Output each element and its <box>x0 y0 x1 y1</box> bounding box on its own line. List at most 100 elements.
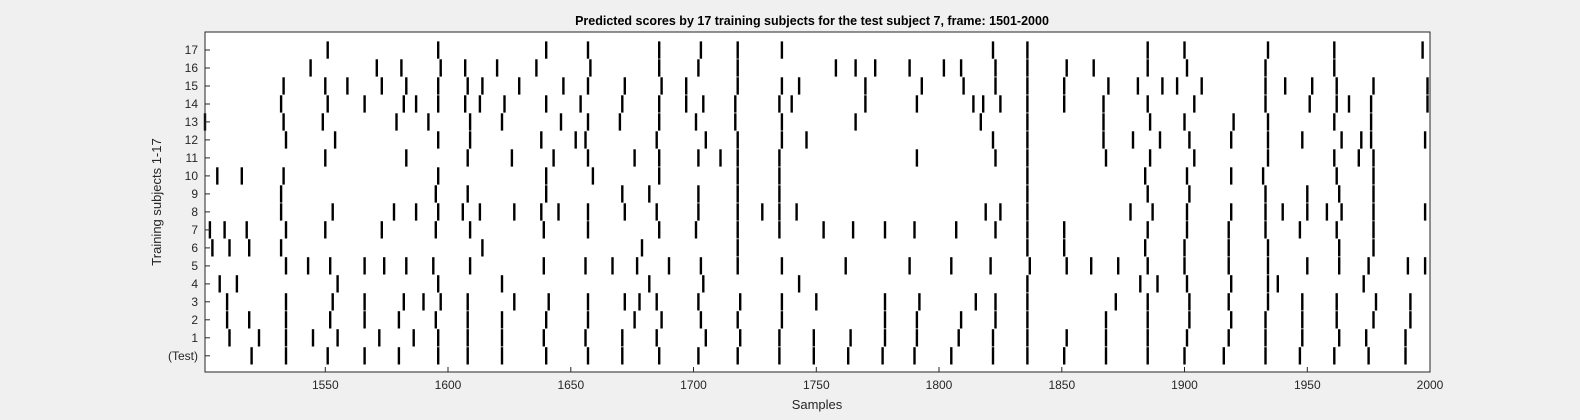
raster-mark-row9-1 <box>434 185 437 203</box>
raster-mark-row2-21 <box>1104 311 1108 329</box>
raster-mark-row3-24 <box>1146 293 1149 311</box>
raster-mark-row16-14 <box>908 59 911 77</box>
raster-mark-row5-4 <box>383 257 386 275</box>
raster-mark-row15-5 <box>437 77 440 95</box>
raster-mark-row5-10 <box>611 257 614 275</box>
raster-mark-row5-31 <box>1406 257 1410 275</box>
raster-mark-row13-19 <box>1183 113 1186 131</box>
raster-mark-row9-0 <box>279 185 283 203</box>
x-tick-label-2: 1650 <box>557 378 584 392</box>
raster-mark-row7-1 <box>223 221 226 239</box>
raster-mark-row16-5 <box>495 59 499 77</box>
raster-mark-row0-2 <box>326 347 329 365</box>
raster-mark-row3-28 <box>1301 293 1304 311</box>
y-axis-label: Training subjects 1-17 <box>149 138 164 265</box>
raster-mark-row14-23 <box>1026 95 1029 113</box>
raster-mark-row5-0 <box>284 257 288 275</box>
raster-mark-row15-17 <box>864 77 867 95</box>
raster-mark-row17-11 <box>1183 41 1186 59</box>
raster-mark-row5-9 <box>584 257 587 275</box>
raster-mark-row0-14 <box>778 347 781 365</box>
raster-mark-row12-2 <box>437 131 440 149</box>
raster-mark-row9-4 <box>621 185 624 203</box>
raster-mark-row11-1 <box>405 149 408 167</box>
y-tick-label-4: 4 <box>191 277 198 291</box>
raster-mark-row14-24 <box>1063 95 1066 113</box>
raster-mark-row2-0 <box>225 311 229 329</box>
raster-mark-row10-2 <box>282 167 285 185</box>
raster-mark-row11-11 <box>778 149 781 167</box>
raster-mark-row15-10 <box>586 77 590 95</box>
raster-mark-row17-8 <box>991 41 995 59</box>
x-tick-label-1: 1600 <box>435 378 462 392</box>
raster-mark-row14-32 <box>1369 95 1373 113</box>
raster-mark-row2-28 <box>1372 311 1375 329</box>
raster-mark-row8-6 <box>478 203 482 221</box>
raster-mark-row8-25 <box>1264 203 1267 221</box>
raster-mark-row15-13 <box>685 77 688 95</box>
raster-mark-row6-14 <box>1372 239 1375 257</box>
raster-mark-row3-30 <box>1374 293 1378 311</box>
raster-mark-row13-3 <box>395 113 398 131</box>
raster-mark-row9-10 <box>1146 185 1149 203</box>
raster-mark-row3-0 <box>225 293 229 311</box>
raster-mark-row6-1 <box>228 239 231 257</box>
raster-mark-row0-19 <box>950 347 953 365</box>
raster-mark-row7-18 <box>955 221 958 239</box>
raster-mark-row15-18 <box>920 77 923 95</box>
raster-mark-row8-17 <box>795 203 798 221</box>
raster-mark-row8-22 <box>1151 203 1154 221</box>
raster-mark-row7-10 <box>658 221 661 239</box>
raster-mark-row2-9 <box>545 311 548 329</box>
plot-frame <box>204 31 1431 373</box>
x-axis-ticks: 1550 1600 1650 1700 1750 1800 1850 1900 1950 2000 <box>312 367 1444 392</box>
raster-mark-row3-3 <box>363 293 366 311</box>
raster-mark-row14-16 <box>778 95 781 113</box>
raster-mark-row6-0 <box>211 239 214 257</box>
raster-mark-row3-22 <box>1026 293 1029 311</box>
raster-mark-row14-28 <box>1264 95 1267 113</box>
raster-mark-row2-12 <box>660 311 663 329</box>
raster-mark-row13-16 <box>1026 113 1029 131</box>
raster-mark-row13-11 <box>694 113 698 131</box>
raster-mark-row5-28 <box>1306 257 1309 275</box>
raster-mark-row1-8 <box>466 329 469 347</box>
raster-mark-row3-14 <box>697 293 700 311</box>
raster-mark-row15-28 <box>1264 77 1267 95</box>
raster-mark-row1-12 <box>621 329 624 347</box>
raster-mark-row3-26 <box>1227 293 1230 311</box>
raster-mark-row14-10 <box>579 95 582 113</box>
raster-mark-row14-13 <box>685 95 688 113</box>
raster-mark-row6-3 <box>279 239 283 257</box>
raster-mark-row9-6 <box>697 185 700 203</box>
raster-mark-row8-18 <box>984 203 987 221</box>
raster-mark-row7-9 <box>586 221 590 239</box>
raster-mark-row11-17 <box>1193 149 1196 167</box>
raster-mark-row16-22 <box>1185 59 1189 77</box>
raster-mark-row14-25 <box>1102 95 1105 113</box>
raster-mark-row6-11 <box>1227 239 1230 257</box>
raster-mark-row14-27 <box>1193 95 1196 113</box>
raster-mark-row12-16 <box>1158 131 1162 149</box>
raster-mark-row17-10 <box>1146 41 1149 59</box>
raster-mark-row1-6 <box>412 329 415 347</box>
raster-mark-row13-2 <box>321 113 324 131</box>
raster-mark-row0-30 <box>1367 347 1370 365</box>
y-tick-label-13: 13 <box>185 115 199 129</box>
raster-mark-row2-25 <box>1264 311 1267 329</box>
raster-mark-row2-11 <box>633 311 636 329</box>
raster-mark-row1-21 <box>957 329 960 347</box>
raster-mark-row3-9 <box>547 293 550 311</box>
raster-mark-row0-27 <box>1264 347 1267 365</box>
raster-mark-row5-1 <box>306 257 310 275</box>
raster-mark-row16-4 <box>464 59 467 77</box>
raster-mark-row5-18 <box>950 257 953 275</box>
x-tick-label-9: 2000 <box>1417 378 1444 392</box>
raster-mark-row15-16 <box>797 77 801 95</box>
x-tick-label-0: 1550 <box>312 378 339 392</box>
raster-mark-row1-1 <box>257 329 261 347</box>
raster-mark-row10-11 <box>1185 167 1189 185</box>
raster-marks <box>203 41 1429 365</box>
raster-mark-row14-30 <box>1335 95 1338 113</box>
raster-mark-row6-5 <box>640 239 644 257</box>
